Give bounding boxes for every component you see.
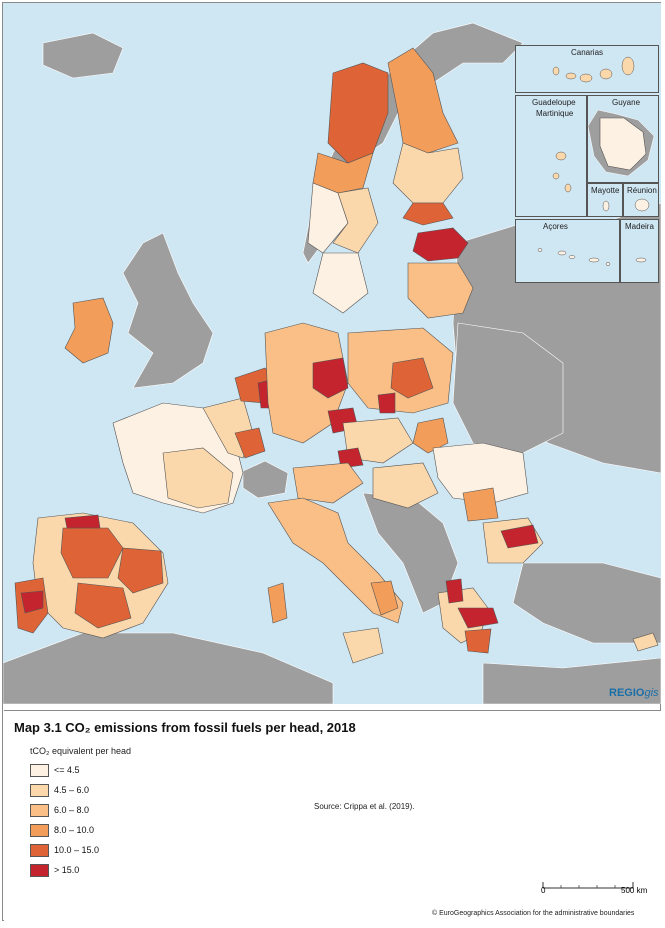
legend-unit: tCO₂ equivalent per head <box>30 746 132 756</box>
madeira-map <box>635 257 647 263</box>
legend-item: <= 4.5 <box>30 763 80 777</box>
turkey <box>512 562 661 644</box>
inset-guadeloupe-martinique: Guadeloupe Martinique <box>515 95 587 217</box>
scale-bar <box>542 882 634 889</box>
brand-main: REGIO <box>609 687 645 699</box>
inset-reunion: Réunion <box>623 183 659 217</box>
legend-item: 4.5 – 6.0 <box>30 783 89 797</box>
europe-map <box>3 22 661 704</box>
belarus-ukraine <box>452 322 564 454</box>
inset-acores: Açores <box>515 219 620 283</box>
north-africa-east <box>482 657 661 704</box>
canarias-map <box>552 56 635 83</box>
guyane-map <box>588 109 655 177</box>
inset-canarias: Canarias <box>515 45 659 93</box>
inset-label-martinique: Martinique <box>536 109 574 118</box>
legend-swatch <box>30 803 49 817</box>
brand-suffix: gis <box>644 687 659 699</box>
legend-item: 10.0 – 15.0 <box>30 843 99 857</box>
legend-label: 10.0 – 15.0 <box>54 845 100 855</box>
inset-label-guadeloupe: Guadeloupe <box>532 98 576 107</box>
scale-zero-label: 0 <box>541 886 546 895</box>
source-note: Source: Crippa et al. (2019). <box>314 802 415 811</box>
inset-guyane: Guyane <box>587 95 659 183</box>
inset-label-canarias: Canarias <box>571 48 604 57</box>
legend-label: <= 4.5 <box>54 765 80 775</box>
north-africa <box>3 632 334 704</box>
legend-label: 8.0 – 10.0 <box>54 825 95 835</box>
inset-label-reunion: Réunion <box>627 186 657 195</box>
inset-mayotte: Mayotte <box>587 183 623 217</box>
legend-swatch <box>30 863 49 877</box>
inset-label-guyane: Guyane <box>612 98 641 107</box>
mayotte-map <box>602 200 610 212</box>
scale-max-label: 500 km <box>621 886 648 895</box>
legend-item: 6.0 – 8.0 <box>30 803 89 817</box>
switzerland <box>242 460 289 499</box>
map-title: Map 3.1 CO₂ emissions from fossil fuels … <box>14 720 356 735</box>
legend-swatch <box>30 783 49 797</box>
legend-swatch <box>30 763 49 777</box>
acores-map <box>537 248 611 266</box>
legend-label: 6.0 – 8.0 <box>54 805 90 815</box>
legend-label: 4.5 – 6.0 <box>54 785 90 795</box>
reunion-map <box>634 198 650 212</box>
legend-item: 8.0 – 10.0 <box>30 823 94 837</box>
legend-label: > 15.0 <box>54 865 80 875</box>
legend-item: > 15.0 <box>30 863 79 877</box>
legend-swatch <box>30 843 49 857</box>
legend-panel: Map 3.1 CO₂ emissions from fossil fuels … <box>4 710 661 922</box>
guadeloupe-map <box>552 151 572 193</box>
legend-swatch <box>30 823 49 837</box>
copyright-note: © EuroGeographics Association for the ad… <box>432 910 635 917</box>
iceland <box>42 32 124 79</box>
inset-madeira: Madeira <box>620 219 659 283</box>
regiogis-logo: REGIOgis <box>609 687 659 699</box>
inset-label-acores: Açores <box>543 222 568 231</box>
inset-label-madeira: Madeira <box>625 222 654 231</box>
map-area: REGIOgis <box>3 3 661 704</box>
uk <box>122 232 214 389</box>
inset-label-mayotte: Mayotte <box>591 186 620 195</box>
